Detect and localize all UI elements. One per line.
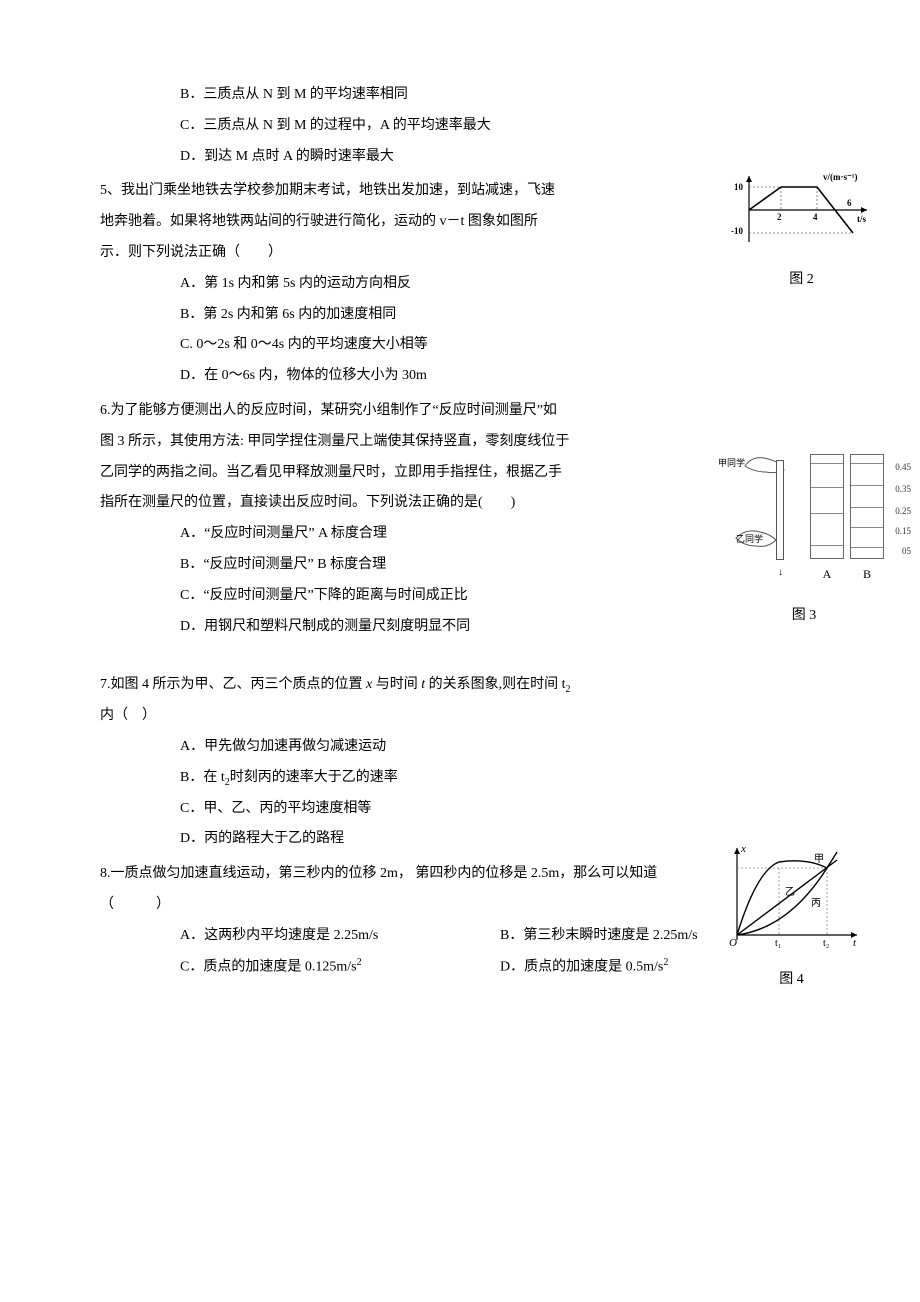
option-c-pre: C．三质点从 N 到 M 的过程中，A 的平均速率最大 — [100, 111, 820, 142]
q5-stem-line2: 地奔驰着。如果将地铁两站间的行驶进行简化，运动的 v－t 图象如图所 — [100, 207, 820, 238]
q6-option-b: B．“反应时间测量尺” B 标度合理 — [100, 550, 820, 581]
q8-c-sup: 2 — [357, 957, 362, 968]
q8-stem-line1: 8.一质点做匀加速直线运动，第三秒内的位移 2m， 第四秒内的位移是 2.5m，… — [100, 859, 820, 890]
option-d-pre: D．到达 M 点时 A 的瞬时速率最大 — [100, 142, 820, 173]
q6-stem-line2: 图 3 所示，其使用方法: 甲同学捏住测量尺上端使其保持竖直，零刻度线位于 — [100, 427, 820, 458]
down-arrow-icon: ↓ — [778, 562, 783, 584]
q7-option-c: C．甲、乙、丙的平均速度相等 — [100, 794, 820, 825]
svg-text:乙: 乙 — [785, 886, 795, 898]
q8-d-sup: 2 — [663, 957, 668, 968]
q5-option-d: D．在 0～6s 内，物体的位移大小为 30m — [100, 361, 820, 392]
figure-4-svg: x t O t₁ t₂ 甲 乙 丙 — [719, 840, 864, 950]
figure-4: x t O t₁ t₂ 甲 乙 丙 图 4 — [719, 840, 864, 996]
figure-3-label: 图 3 — [718, 601, 890, 632]
q8-option-c: C．质点的加速度是 0.125m/s2 — [180, 952, 500, 983]
scale-tick: 0.45 — [895, 458, 911, 478]
q7-stem-line2: 内（ ） — [100, 701, 820, 732]
q8-stem-line2: （ ） — [100, 890, 820, 921]
q6-stem-line4: 指所在测量尺的位置，直接读出反应时间。下列说法正确的是( ) — [100, 488, 820, 519]
figure-3-scale-a: 0.450.250.1505 A — [810, 454, 844, 587]
figure-3: 甲同学 乙同学 ↓ 0.450.250.1505 A 0.450.350.250… — [718, 454, 890, 632]
figure-2-svg: 10 -10 2 4 6 v/(m·s⁻¹) t/s — [729, 170, 874, 250]
question-8: 8.一质点做匀加速直线运动，第三秒内的位移 2m， 第四秒内的位移是 2.5m，… — [100, 859, 820, 983]
q7-stem-line1: 7.如图 4 所示为甲、乙、丙三个质点的位置 x 与时间 t 的关系图象,则在时… — [100, 670, 820, 701]
svg-text:-10: -10 — [731, 226, 743, 236]
svg-text:t: t — [853, 937, 857, 949]
svg-text:甲: 甲 — [814, 854, 824, 865]
figure-2: 10 -10 2 4 6 v/(m·s⁻¹) t/s 图 2 — [729, 170, 874, 296]
q5-stem-line3: 示．则下列说法正确（ ） — [100, 238, 820, 269]
figure-2-label: 图 2 — [729, 265, 874, 296]
q7-b-post: 时刻丙的速率大于乙的速率 — [230, 770, 398, 785]
q7-text-post: 的关系图象,则在时间 t — [425, 677, 565, 692]
q7-option-d: D．丙的路程大于乙的路程 — [100, 824, 820, 855]
q8-d-pre: D．质点的加速度是 0.5m/s — [500, 959, 663, 974]
scale-tick: 0.15 — [895, 522, 911, 542]
svg-text:t₂: t₂ — [823, 938, 829, 949]
svg-text:x: x — [740, 843, 746, 855]
q6-stem-line1: 6.为了能够方便测出人的反应时间，某研究小组制作了“反应时间测量尺”如 — [100, 396, 820, 427]
svg-text:2: 2 — [777, 212, 782, 222]
q7-text-mid: 与时间 — [372, 677, 421, 692]
q8-c-pre: C．质点的加速度是 0.125m/s — [180, 959, 357, 974]
hand-top-icon — [740, 452, 800, 482]
svg-text:t/s: t/s — [857, 214, 866, 224]
q7-b-pre: B．在 t — [180, 770, 225, 785]
figure-3-bot-hand-label: 乙同学 — [736, 530, 763, 550]
svg-text:O: O — [729, 937, 737, 949]
q8-option-a: A．这两秒内平均速度是 2.25m/s — [180, 921, 500, 952]
svg-text:v/(m·s⁻¹): v/(m·s⁻¹) — [823, 172, 857, 182]
q5-stem-line1: 5、我出门乘坐地铁去学校参加期末考试，地铁出发加速，到站减速，飞速 — [100, 176, 820, 207]
figure-3-hands: 甲同学 乙同学 ↓ — [718, 454, 804, 574]
q7-sub-2: 2 — [566, 684, 571, 695]
q6-option-c: C．“反应时间测量尺”下降的距离与时间成正比 — [100, 581, 820, 612]
q7-option-a: A．甲先做匀加速再做匀减速运动 — [100, 732, 820, 763]
question-7: 7.如图 4 所示为甲、乙、丙三个质点的位置 x 与时间 t 的关系图象,则在时… — [100, 670, 820, 855]
q5-option-b: B．第 2s 内和第 6s 内的加速度相同 — [100, 300, 820, 331]
q6-option-d: D．用钢尺和塑料尺制成的测量尺刻度明显不同 — [100, 612, 820, 643]
q5-option-a: A．第 1s 内和第 5s 内的运动方向相反 — [100, 269, 820, 300]
svg-text:10: 10 — [734, 182, 744, 192]
q6-stem-line3: 乙同学的两指之间。当乙看见甲释放测量尺时，立即用手指捏住，根据乙手 — [100, 458, 820, 489]
svg-text:6: 6 — [847, 198, 852, 208]
scale-tick: 0.35 — [895, 480, 911, 500]
scale-tick: 0.25 — [895, 502, 911, 522]
figure-4-label: 图 4 — [719, 965, 864, 996]
figure-3-col-a-label: A — [810, 561, 844, 587]
svg-text:4: 4 — [813, 212, 818, 222]
q6-option-a: A．“反应时间测量尺” A 标度合理 — [100, 519, 820, 550]
q5-option-c: C. 0～2s 和 0～4s 内的平均速度大小相等 — [100, 330, 820, 361]
figure-3-scale-b: 0.450.350.250.1505 B — [850, 454, 884, 587]
figure-3-col-b-label: B — [850, 561, 884, 587]
document-body: B．三质点从 N 到 M 的平均速率相同 C．三质点从 N 到 M 的过程中，A… — [100, 80, 820, 983]
q7-text-pre: 7.如图 4 所示为甲、乙、丙三个质点的位置 — [100, 677, 366, 692]
question-6: 6.为了能够方便测出人的反应时间，某研究小组制作了“反应时间测量尺”如 图 3 … — [100, 396, 820, 642]
option-b-pre: B．三质点从 N 到 M 的平均速率相同 — [100, 80, 820, 111]
question-5: 5、我出门乘坐地铁去学校参加期末考试，地铁出发加速，到站减速，飞速 地奔驰着。如… — [100, 176, 820, 392]
scale-tick: 05 — [902, 542, 911, 562]
q7-option-b: B．在 t2时刻丙的速率大于乙的速率 — [100, 763, 820, 794]
svg-text:丙: 丙 — [811, 898, 821, 909]
svg-text:t₁: t₁ — [775, 938, 781, 949]
